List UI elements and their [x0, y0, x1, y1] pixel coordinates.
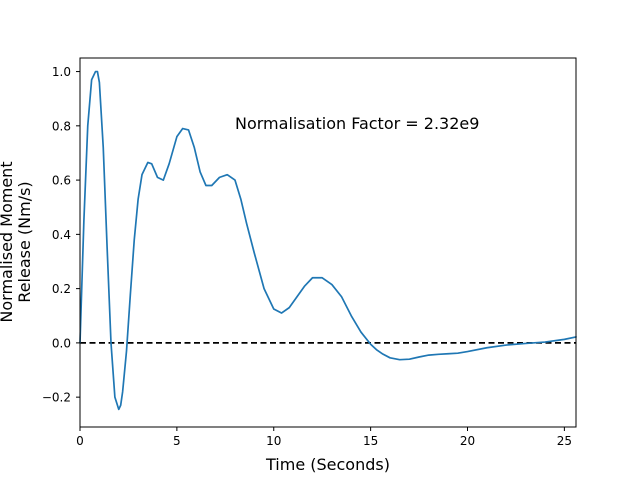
y-tick-label: 0.8 — [52, 119, 71, 133]
axis-ticks: 0 5 10 15 20 25 −0.2 0.0 0.2 0.4 0.6 0.8 1.0 — [42, 65, 572, 448]
y-tick-label: 0.4 — [52, 228, 71, 242]
y-tick-label: −0.2 — [42, 391, 71, 405]
series-line-0 — [79, 70, 577, 411]
x-tick-label: 5 — [173, 434, 181, 448]
axes-frame — [79, 57, 577, 428]
y-tick-label: 0.2 — [52, 282, 71, 296]
plot-area — [79, 70, 577, 411]
y-axis-label-line-2: Release (Nm/s) — [15, 181, 34, 302]
x-tick-label: 15 — [363, 434, 378, 448]
x-tick-label: 25 — [557, 434, 572, 448]
x-axis-label: Time (Seconds) — [265, 455, 390, 474]
y-axis-label-line-1: Normalised Moment — [0, 161, 16, 322]
annotation-text: Normalisation Factor = 2.32e9 — [235, 114, 479, 133]
x-tick-label: 10 — [266, 434, 281, 448]
x-tick-label: 20 — [460, 434, 475, 448]
y-tick-label: 0.0 — [52, 336, 71, 350]
y-tick-label: 0.6 — [52, 174, 71, 188]
x-tick-label: 0 — [76, 434, 84, 448]
y-tick-label: 1.0 — [52, 65, 71, 79]
